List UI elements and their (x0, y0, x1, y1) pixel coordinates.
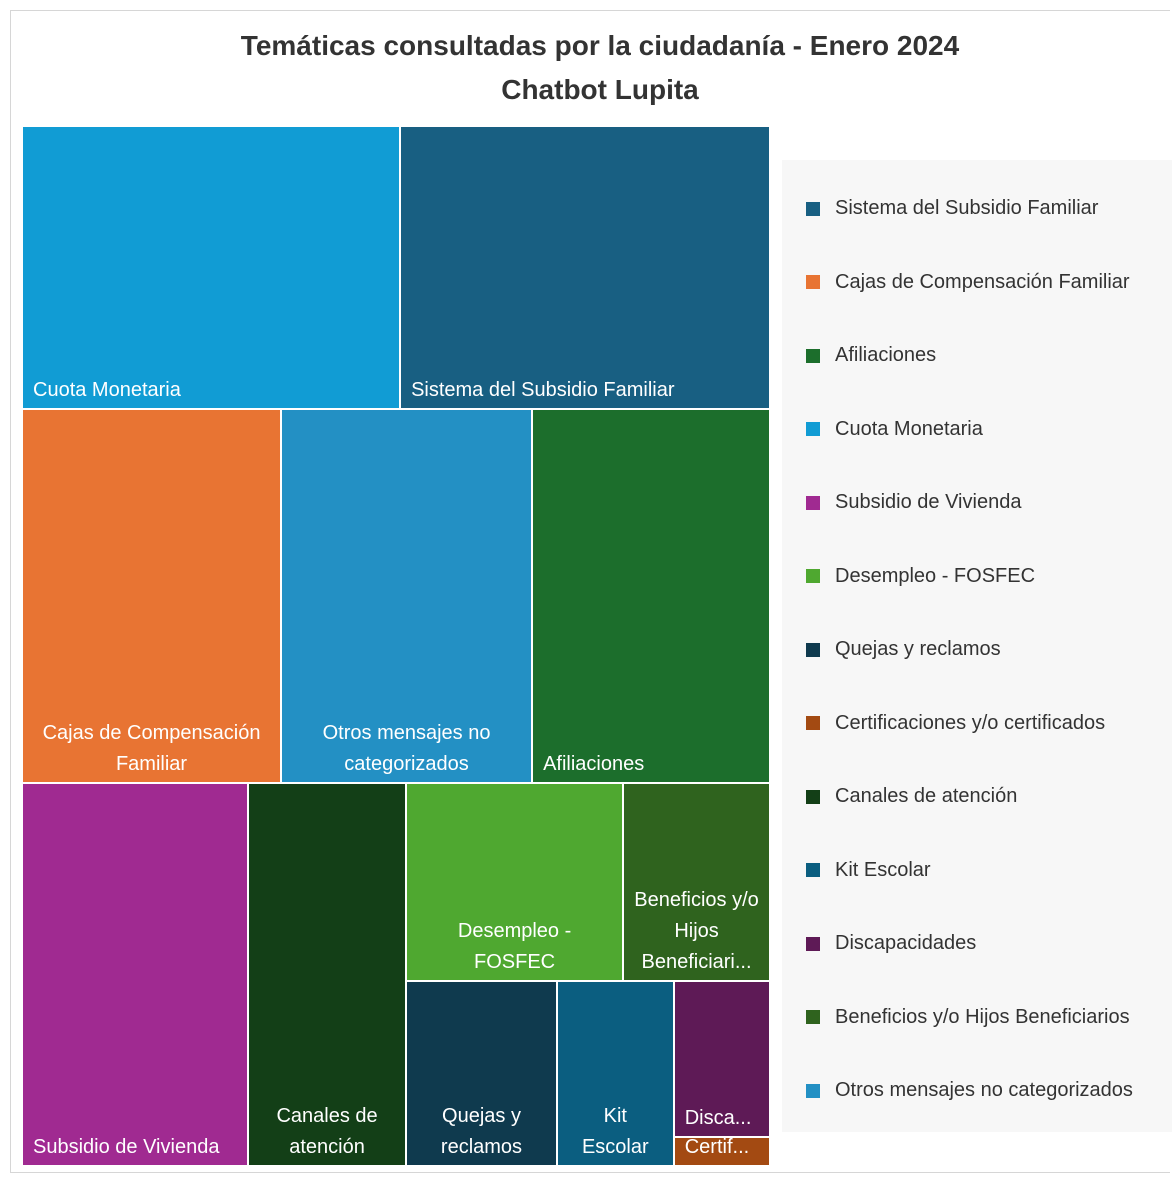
legend-label: Quejas y reclamos (835, 638, 1001, 661)
tile-label: Otros mensajes no categorizados (322, 722, 491, 775)
legend-item: Subsidio de Vivienda (782, 466, 1172, 540)
legend-item: Cajas de Compensación Familiar (782, 246, 1172, 320)
tile: Desempleo - FOSFEC (406, 783, 624, 982)
tile-label: Subsidio de Vivienda (33, 1135, 220, 1158)
legend-label: Otros mensajes no categorizados (835, 1079, 1133, 1102)
tile: Cuota Monetaria (22, 126, 401, 409)
tile-label: Cuota Monetaria (33, 378, 181, 401)
tile-label: Sistema del Subsidio Familiar (411, 378, 675, 401)
legend-label: Cuota Monetaria (835, 417, 983, 440)
tile: Quejas y reclamos (406, 981, 557, 1166)
legend-item: Certificaciones y/o certificados (782, 687, 1172, 761)
tile: Afiliaciones (532, 408, 770, 783)
legend: Sistema del Subsidio Familiar Cajas de Co… (782, 160, 1172, 1132)
legend-item: Kit Escolar (782, 834, 1172, 908)
tile-label: Kit Escolar (581, 1104, 649, 1158)
legend-swatch (806, 936, 820, 951)
legend-label: Subsidio de Vivienda (835, 491, 1022, 514)
tile: Beneficios y/o Hijos Beneficiari... (623, 783, 770, 982)
tile-label: Disca... (684, 1106, 752, 1129)
legend-item: Cuota Monetaria (782, 393, 1172, 467)
legend-label: Desempleo - FOSFEC (835, 564, 1036, 587)
legend-item: Canales de atención (782, 760, 1172, 834)
legend-label: Sistema del Subsidio Familiar (835, 197, 1099, 220)
tile-label: Certif... (684, 1136, 750, 1158)
legend-item: Beneficios y/o Hijos Beneficiarios (782, 981, 1172, 1055)
legend-swatch (806, 716, 820, 731)
legend-swatch (806, 495, 820, 510)
chart-title: Temáticas consultadas por la ciudadanía … (240, 30, 960, 61)
legend-swatch (806, 348, 820, 363)
tile-label: Beneficios y/o Hijos Beneficiari... (634, 889, 759, 974)
tile-label: Cajas de Compensación Familiar (42, 722, 261, 775)
tile: Cajas de Compensación Familiar (22, 408, 282, 783)
legend-swatch (806, 569, 820, 584)
legend-swatch (806, 201, 820, 216)
legend-swatch (806, 422, 820, 437)
legend-label: Kit Escolar (835, 858, 931, 881)
tile-label: Afiliaciones (543, 753, 645, 775)
legend-item: Quejas y reclamos (782, 613, 1172, 687)
tile: Disca... (673, 981, 770, 1137)
tile: Certif... (673, 1136, 770, 1166)
legend-swatch (806, 1010, 820, 1025)
tile: Subsidio de Vivienda (22, 783, 249, 1166)
legend-swatch (806, 1083, 820, 1098)
legend-label: Afiliaciones (835, 344, 937, 367)
legend-label: Canales de atención (835, 785, 1018, 808)
tile: Sistema del Subsidio Familiar (400, 126, 770, 409)
legend-item: Otros mensajes no categorizados (782, 1054, 1172, 1128)
legend-item: Afiliaciones (782, 319, 1172, 393)
frame (10, 10, 1170, 1173)
legend-swatch (806, 789, 820, 804)
legend-swatch (806, 863, 820, 878)
legend-label: Cajas de Compensación Familiar (835, 270, 1130, 293)
legend-swatch (806, 275, 820, 290)
legend-label: Discapacidades (835, 932, 977, 955)
legend-label: Certificaciones y/o certificados (835, 711, 1106, 734)
legend-label: Beneficios y/o Hijos Beneficiarios (835, 1005, 1130, 1028)
legend-swatch (806, 642, 820, 657)
tile: Canales de atención (248, 783, 407, 1166)
legend-item: Sistema del Subsidio Familiar (782, 172, 1172, 246)
legend-item: Desempleo - FOSFEC (782, 540, 1172, 614)
tile-label: Canales de atención (276, 1104, 378, 1158)
tile-label: Quejas y reclamos (440, 1104, 523, 1158)
tile: Otros mensajes no categorizados (281, 408, 533, 783)
tile-label: Desempleo - FOSFEC (457, 920, 572, 974)
chart-subtitle: Chatbot Lupita (501, 74, 699, 105)
tile: Kit Escolar (556, 981, 674, 1166)
legend-item: Discapacidades (782, 907, 1172, 981)
